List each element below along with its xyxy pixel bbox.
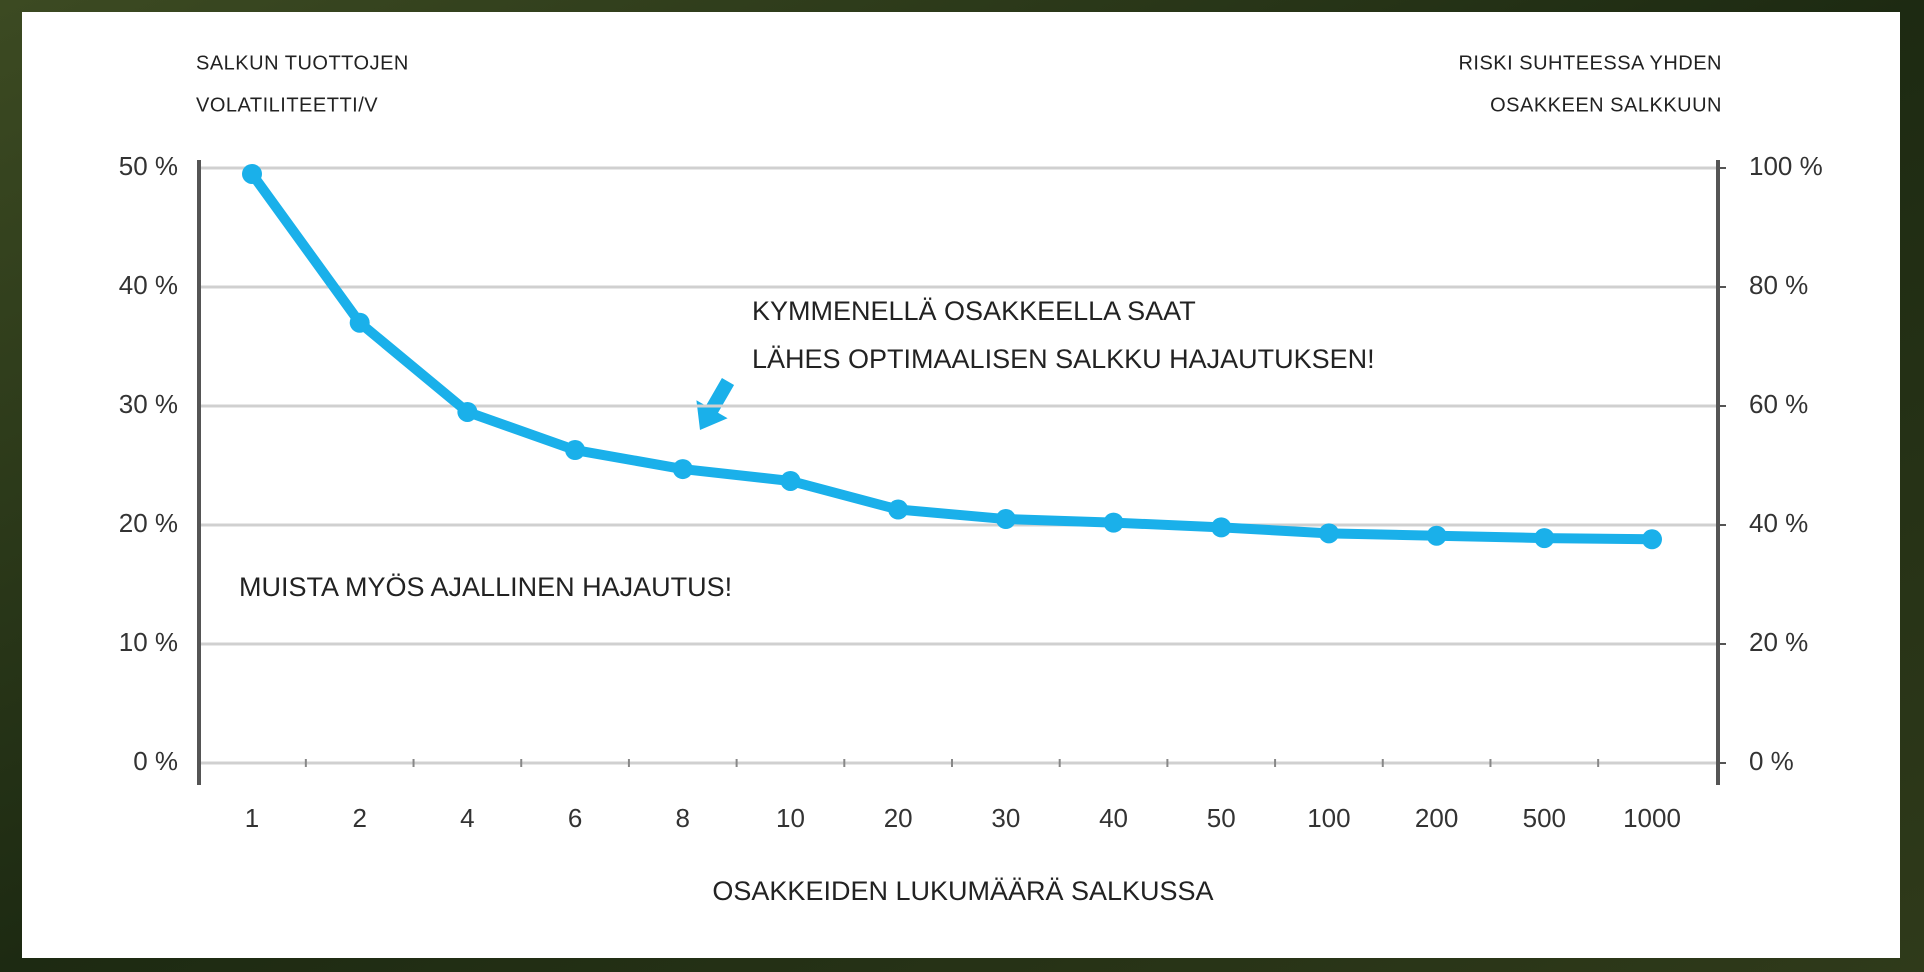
- data-point: [1427, 526, 1447, 546]
- data-point: [1534, 528, 1554, 548]
- data-point: [1319, 523, 1339, 543]
- y2-tick-label: 100 %: [1749, 151, 1823, 181]
- chart: SALKUN TUOTTOJEN VOLATILITEETTI/V RISKI SU…: [0, 0, 1924, 972]
- y2-axis-title: RISKI SUHTEESSA YHDEN: [1458, 52, 1722, 74]
- annotation: LÄHES OPTIMAALISEN SALKKU HAJAUTUKSEN!: [752, 344, 1375, 374]
- data-point: [565, 440, 585, 460]
- x-tick-label: 100: [1307, 803, 1350, 833]
- annotation: KYMMENELLÄ OSAKKEELLA SAAT: [752, 296, 1196, 326]
- y2-tick-label: 80 %: [1749, 270, 1808, 300]
- x-tick-label: 1000: [1623, 803, 1681, 833]
- x-tick-label: 50: [1207, 803, 1236, 833]
- data-point: [457, 402, 477, 422]
- y2-axis-title: OSAKKEEN SALKKUUN: [1490, 94, 1722, 116]
- x-tick-label: 4: [460, 803, 474, 833]
- data-point: [1104, 513, 1124, 533]
- y2-tick-label: 0 %: [1749, 746, 1794, 776]
- data-point: [996, 509, 1016, 529]
- data-point: [1642, 529, 1662, 549]
- y-axis-title: SALKUN TUOTTOJEN: [196, 52, 409, 74]
- x-tick-label: 10: [776, 803, 805, 833]
- y-tick-label: 20 %: [119, 508, 178, 538]
- x-tick-label: 30: [991, 803, 1020, 833]
- x-tick-label: 200: [1415, 803, 1458, 833]
- y-tick-label: 0 %: [133, 746, 178, 776]
- x-tick-label: 1: [245, 803, 259, 833]
- panel: [22, 12, 1900, 958]
- y2-tick-label: 40 %: [1749, 508, 1808, 538]
- x-tick-label: 8: [676, 803, 690, 833]
- data-point: [888, 500, 908, 520]
- data-point: [350, 313, 370, 333]
- y-axis-title: VOLATILITEETTI/V: [196, 94, 378, 116]
- x-tick-label: 6: [568, 803, 582, 833]
- y-tick-label: 50 %: [119, 151, 178, 181]
- x-tick-label: 2: [352, 803, 366, 833]
- annotation: MUISTA MYÖS AJALLINEN HAJAUTUS!: [239, 572, 732, 602]
- x-tick-label: 20: [884, 803, 913, 833]
- x-axis-title: OSAKKEIDEN LUKUMÄÄRÄ SALKUSSA: [712, 876, 1213, 906]
- data-point: [673, 459, 693, 479]
- data-point: [242, 164, 262, 184]
- x-tick-label: 500: [1523, 803, 1566, 833]
- y2-tick-label: 60 %: [1749, 389, 1808, 419]
- y-tick-label: 30 %: [119, 389, 178, 419]
- y-tick-label: 40 %: [119, 270, 178, 300]
- x-tick-label: 40: [1099, 803, 1128, 833]
- data-point: [780, 471, 800, 491]
- y2-tick-label: 20 %: [1749, 627, 1808, 657]
- data-point: [1211, 517, 1231, 537]
- y-tick-label: 10 %: [119, 627, 178, 657]
